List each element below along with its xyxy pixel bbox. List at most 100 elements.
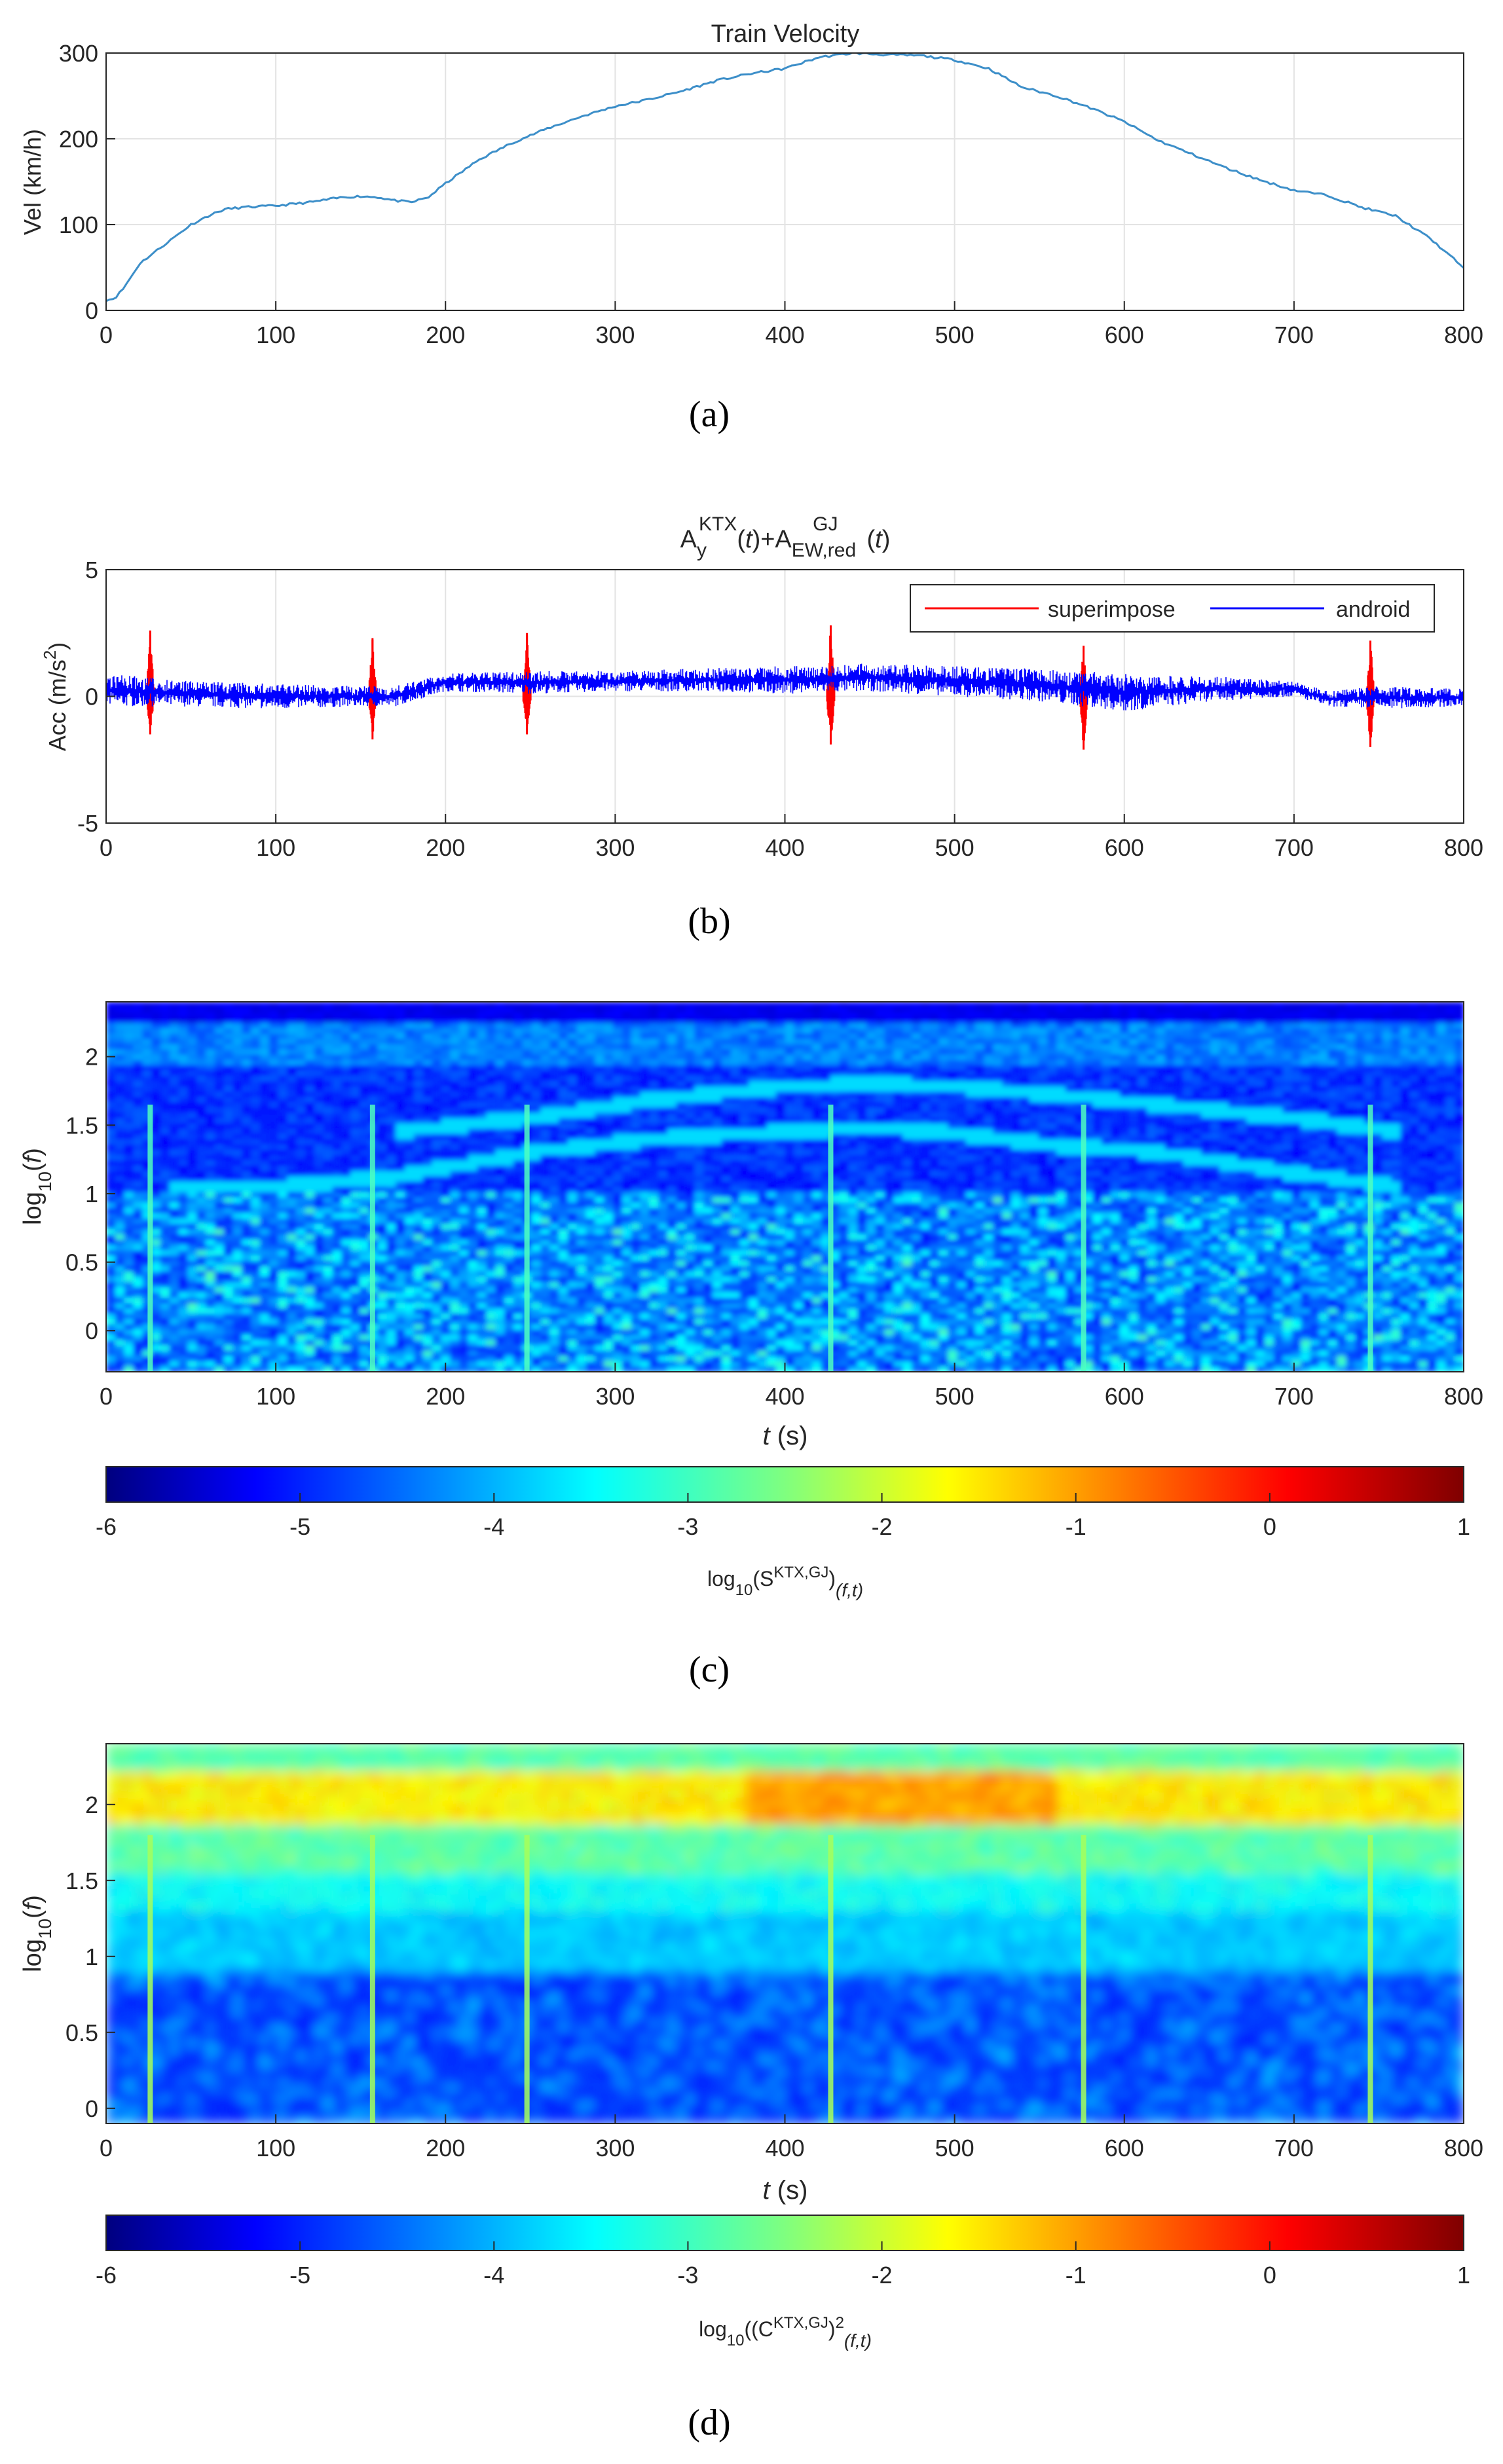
heatmap-cell — [1436, 1039, 1447, 1045]
heatmap-cell — [1011, 1128, 1021, 1135]
heatmap-cell — [259, 1018, 270, 1024]
heatmap-cell — [1409, 1018, 1419, 1024]
heatmap-cell — [1201, 1018, 1211, 1024]
heatmap-cell — [332, 1097, 343, 1103]
heatmap-cell — [567, 1081, 578, 1088]
heatmap-cell — [1355, 1123, 1365, 1130]
heatmap-cell — [766, 1144, 777, 1150]
heatmap-cell — [1056, 1166, 1066, 1172]
heatmap-cell — [866, 1033, 876, 1040]
heatmap-cell — [1147, 1166, 1157, 1172]
heatmap-cell — [1002, 1018, 1012, 1024]
heatmap-cell — [775, 1007, 786, 1014]
heatmap-cell — [1156, 1070, 1166, 1076]
heatmap-cell — [287, 1007, 297, 1014]
heatmap-cell — [595, 1160, 605, 1167]
heatmap-cell — [1047, 1107, 1058, 1114]
heatmap-cell — [459, 1007, 469, 1014]
heatmap-cell — [676, 1070, 686, 1076]
heatmap-cell — [504, 1102, 514, 1109]
heatmap-cell — [486, 1144, 496, 1150]
heatmap-cell — [1436, 1144, 1447, 1150]
heatmap-cell — [1219, 1059, 1229, 1066]
heatmap-cell — [703, 1065, 713, 1071]
heatmap-cell — [477, 1092, 487, 1098]
heatmap-cell — [984, 1033, 994, 1040]
heatmap-cell — [1455, 1155, 1464, 1162]
heatmap-cell — [1164, 1097, 1175, 1103]
heatmap-cell — [1265, 1123, 1274, 1130]
heatmap-cell — [413, 1028, 424, 1035]
heatmap-cell — [1111, 1133, 1121, 1140]
heatmap-cell — [151, 1112, 161, 1119]
heatmap-cell — [368, 1065, 379, 1071]
heatmap-cell — [278, 1023, 288, 1029]
heatmap-cell — [350, 1054, 360, 1061]
heatmap-cell — [631, 1118, 641, 1124]
heatmap-cell — [1445, 1002, 1456, 1008]
heatmap-cell — [214, 1076, 225, 1082]
heatmap-cell — [974, 1086, 985, 1093]
heatmap-cell — [1391, 1002, 1401, 1008]
heatmap-cell — [1083, 1012, 1094, 1019]
heatmap-cell — [965, 1059, 976, 1066]
heatmap-cell — [133, 1102, 143, 1109]
heatmap-cell — [206, 1033, 215, 1040]
heatmap-cell — [540, 1012, 551, 1019]
heatmap-cell — [124, 1076, 134, 1082]
heatmap-cell — [169, 1023, 179, 1029]
heatmap-cell — [1219, 1054, 1229, 1061]
heatmap-cell — [758, 1139, 768, 1145]
heatmap-cell — [902, 1160, 912, 1167]
heatmap-cell — [296, 1049, 306, 1056]
heatmap-cell — [115, 1166, 125, 1172]
y-tick-label: 300 — [59, 40, 98, 67]
heatmap-cell — [1237, 1107, 1248, 1114]
heatmap-cell — [223, 1018, 234, 1024]
heatmap-cell — [974, 1002, 985, 1008]
heatmap-cell — [631, 1023, 641, 1029]
heatmap-cell — [178, 1171, 189, 1177]
heatmap-cell — [612, 1102, 623, 1109]
heatmap-cell — [1318, 1150, 1329, 1156]
heatmap-cell — [595, 1012, 605, 1019]
heatmap-cell — [957, 1054, 967, 1061]
heatmap-cell — [794, 1123, 804, 1130]
heatmap-cell — [567, 1097, 578, 1103]
heatmap-cell — [622, 1007, 632, 1014]
heatmap-cell — [278, 1033, 288, 1040]
heatmap-cell — [1183, 1039, 1193, 1045]
heatmap-cell — [495, 1002, 506, 1008]
heatmap-cell — [912, 1118, 921, 1124]
heatmap-cell — [1301, 1150, 1310, 1156]
heatmap-cell — [296, 1018, 306, 1024]
heatmap-cell — [920, 1081, 931, 1088]
heatmap-cell — [721, 1092, 732, 1098]
heatmap-cell — [929, 1028, 940, 1035]
heatmap-cell — [413, 1160, 424, 1167]
heatmap-cell — [875, 1166, 885, 1172]
heatmap-cell — [1237, 1155, 1248, 1162]
heatmap-cell — [585, 1102, 596, 1109]
heatmap-cell — [640, 1002, 650, 1008]
heatmap-cell — [649, 1070, 659, 1076]
heatmap-cell — [287, 1171, 297, 1177]
heatmap-cell — [721, 1070, 732, 1076]
heatmap-cell — [187, 1033, 198, 1040]
heatmap-cell — [332, 1070, 343, 1076]
heatmap-cell — [703, 1049, 713, 1056]
heatmap-cell — [278, 1092, 288, 1098]
heatmap-cell — [676, 1076, 686, 1082]
heatmap-cell — [1219, 1086, 1229, 1093]
heatmap-cell — [405, 1171, 415, 1177]
heatmap-cell — [549, 1092, 559, 1098]
heatmap-cell — [1364, 1033, 1374, 1040]
heatmap-cell — [884, 1150, 895, 1156]
heatmap-cell — [712, 1018, 722, 1024]
heatmap-cell — [884, 1070, 895, 1076]
heatmap-cell — [151, 1028, 161, 1035]
heatmap-cell — [604, 1144, 614, 1150]
heatmap-cell — [667, 1002, 677, 1008]
heatmap-cell — [803, 1065, 813, 1071]
heatmap-cell — [775, 1097, 786, 1103]
